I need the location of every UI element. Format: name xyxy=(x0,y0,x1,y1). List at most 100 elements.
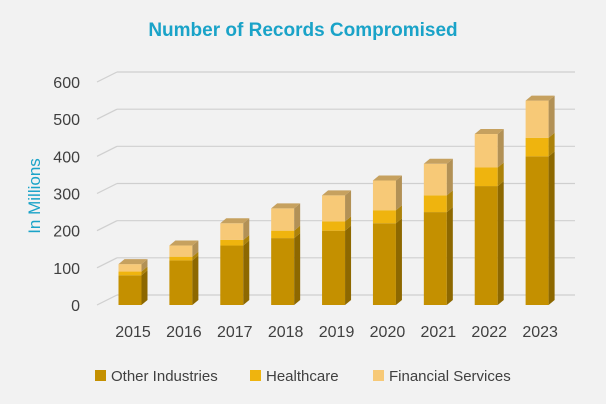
bar-segment xyxy=(372,180,396,211)
x-tick-label: 2017 xyxy=(217,324,253,341)
legend-label: Healthcare xyxy=(266,368,339,385)
gridline-depth xyxy=(96,182,118,195)
bar-segment xyxy=(271,208,295,231)
bar-segment-side xyxy=(243,218,250,240)
bar-segment xyxy=(169,245,193,257)
bar-segment xyxy=(372,223,396,305)
bar-stack xyxy=(118,259,148,305)
bar-stack xyxy=(220,218,250,305)
x-tick-label: 2018 xyxy=(268,324,304,341)
bar-top xyxy=(169,240,199,246)
bar-segment xyxy=(322,221,346,231)
bar-segment-side xyxy=(446,158,453,196)
bar-segment-side xyxy=(395,175,402,211)
bar-segment-side xyxy=(141,270,148,305)
legend-swatch xyxy=(373,370,384,381)
chart-title: Number of Records Compromised xyxy=(148,20,457,41)
y-axis-ticks: 0 100 200 300 400 500 600 xyxy=(53,75,80,315)
bar-stack xyxy=(322,190,352,305)
bar-segment xyxy=(169,260,193,305)
bar-segment-side xyxy=(243,240,250,305)
bar-segment-side xyxy=(192,240,199,257)
bar-segment-side xyxy=(497,129,504,168)
gridline-depth xyxy=(96,71,118,83)
bar-segment xyxy=(220,223,244,240)
bar-segment xyxy=(220,239,244,246)
x-tick-label: 2022 xyxy=(471,324,507,341)
bar-segment-side xyxy=(548,151,555,305)
bar-segment-side xyxy=(294,233,301,305)
bar-segment xyxy=(474,134,498,168)
gridline-depth xyxy=(96,294,118,306)
bar-segment-side xyxy=(548,132,555,157)
gridline-depth xyxy=(96,145,118,157)
bar-segment xyxy=(271,230,295,239)
y-tick-label: 300 xyxy=(53,187,80,204)
legend-label: Financial Services xyxy=(389,368,511,385)
bar-segment xyxy=(423,195,447,213)
bar-segment xyxy=(271,238,295,305)
bar-segment xyxy=(474,186,498,305)
bar-segment xyxy=(118,271,142,276)
bar-segment xyxy=(423,163,447,196)
bar-segment-side xyxy=(395,218,402,305)
bar-segment-side xyxy=(243,234,250,246)
bars xyxy=(118,95,555,305)
x-axis-ticks: 2015 2016 2017 2018 2019 2020 2021 2022 2023 xyxy=(115,324,558,341)
bar-segment xyxy=(118,264,142,272)
bar-segment-side xyxy=(294,203,301,231)
bar-segment-side xyxy=(446,207,453,305)
y-tick-label: 200 xyxy=(53,224,80,241)
bar-segment xyxy=(322,195,346,222)
bar-segment xyxy=(525,137,549,157)
bar-top xyxy=(118,259,148,265)
bar-top xyxy=(271,203,301,209)
bar-segment-side xyxy=(497,181,504,305)
x-tick-label: 2020 xyxy=(370,324,406,341)
bar-segment xyxy=(169,256,193,261)
bar-segment-side xyxy=(395,205,402,224)
y-tick-label: 100 xyxy=(53,261,80,278)
bar-segment xyxy=(423,212,447,305)
gridline-depth xyxy=(96,220,118,232)
x-tick-label: 2015 xyxy=(115,324,151,341)
bar-top xyxy=(372,175,402,181)
bar-segment xyxy=(322,230,346,305)
bar-segment xyxy=(525,100,549,138)
legend: Other Industries Healthcare Financial Serv… xyxy=(95,368,511,385)
bar-segment-side xyxy=(141,259,148,272)
x-tick-label: 2023 xyxy=(522,324,558,341)
gridline-depth xyxy=(96,257,118,269)
bar-segment xyxy=(220,245,244,305)
y-tick-label: 400 xyxy=(53,149,80,166)
y-tick-label: 500 xyxy=(53,112,80,129)
bar-segment-side xyxy=(294,225,301,239)
y-axis-label: In Millions xyxy=(25,158,44,234)
bar-stack xyxy=(474,129,504,305)
bar-segment xyxy=(372,210,396,224)
bar-segment-side xyxy=(497,162,504,187)
bar-segment-side xyxy=(192,255,199,305)
bar-segment xyxy=(525,156,549,305)
bar-stack xyxy=(372,175,402,305)
bar-segment xyxy=(118,275,142,305)
bar-top xyxy=(474,129,504,135)
bar-segment-side xyxy=(446,190,453,213)
bar-top xyxy=(322,190,352,196)
bar-stack xyxy=(271,203,301,305)
legend-swatch xyxy=(250,370,261,381)
x-tick-label: 2016 xyxy=(166,324,202,341)
bar-segment-side xyxy=(141,266,148,276)
bar-segment-side xyxy=(345,216,352,231)
bar-segment-side xyxy=(548,95,555,138)
bar-stack xyxy=(525,95,555,305)
y-tick-label: 0 xyxy=(71,298,80,315)
bar-stack xyxy=(169,240,199,305)
bar-top xyxy=(525,95,555,101)
bar-stack xyxy=(423,158,453,305)
bar-segment-side xyxy=(192,251,199,261)
bar-top xyxy=(423,158,453,164)
x-tick-label: 2021 xyxy=(421,324,457,341)
